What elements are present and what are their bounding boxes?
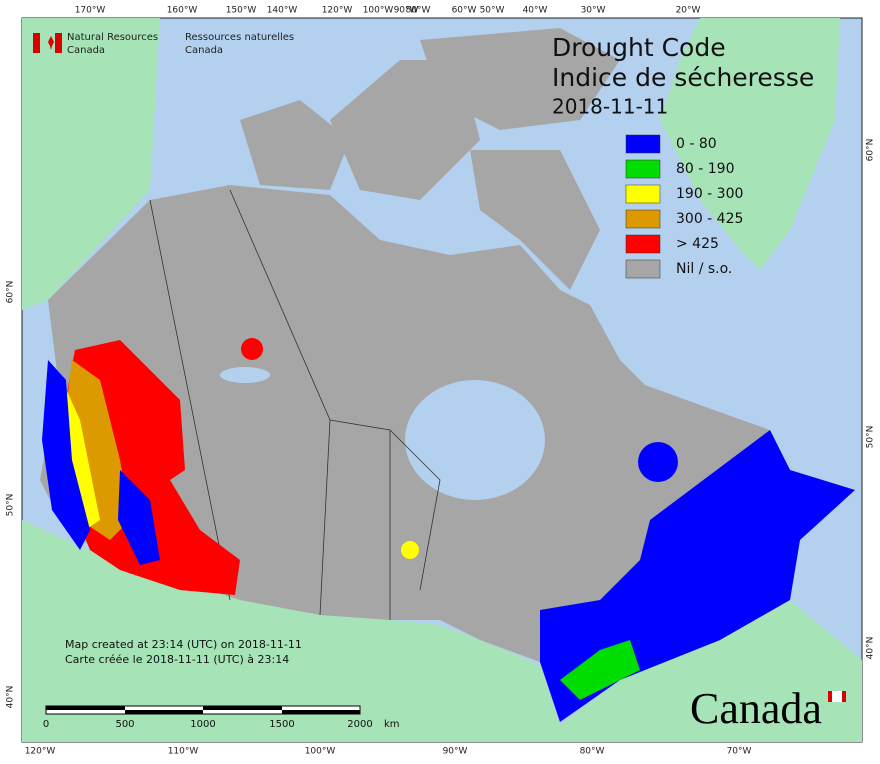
zone-yellow	[401, 541, 419, 559]
usa	[22, 520, 862, 742]
greenland	[660, 18, 840, 270]
zone-green	[560, 640, 640, 700]
drought-zones	[42, 338, 855, 722]
graticule-label: 60°N	[6, 281, 16, 304]
baffin-island	[470, 150, 600, 290]
map-date: 2018-11-11	[552, 95, 668, 119]
scale-label: 2000	[347, 719, 372, 730]
legend-swatch	[625, 259, 661, 279]
alaska	[22, 18, 160, 310]
scale-unit: km	[384, 719, 400, 730]
wordmark-flag-center	[832, 691, 842, 702]
graticule-label: 100°W	[305, 747, 336, 757]
legend-label: 80 - 190	[676, 161, 735, 177]
map-note: Map created at 23:14 (UTC) on 2018-11-11	[65, 638, 302, 651]
scale-segment	[282, 710, 360, 714]
zone-red	[241, 338, 263, 360]
legend-swatch	[625, 134, 661, 154]
arctic-island	[240, 100, 350, 190]
arctic-island	[420, 28, 620, 130]
graticule-label: 50°N	[866, 426, 876, 449]
graticule-label: 110°W	[168, 747, 199, 757]
graticule-label: 50°W	[480, 6, 505, 16]
flag-bar	[55, 33, 62, 53]
maple-leaf	[48, 36, 54, 50]
graticule-label: 80°W	[406, 6, 431, 16]
graticule-label: 20°W	[676, 6, 701, 16]
map-title: Drought Code	[552, 33, 726, 62]
legend-label: 300 - 425	[676, 211, 743, 227]
lake	[220, 367, 270, 383]
graticule-label: 170°W	[75, 6, 106, 16]
graticule-label: 90°W	[394, 6, 419, 16]
zone-blue	[42, 360, 90, 550]
legend-label: > 425	[676, 236, 719, 252]
graticule-label: 40°N	[6, 686, 16, 709]
graticule-label: 60°N	[866, 139, 876, 162]
graticule-label: 90°W	[443, 747, 468, 757]
hudson-bay	[405, 380, 545, 500]
graticule-label: 150°W	[226, 6, 257, 16]
graticule-label: 60°W	[452, 6, 477, 16]
legend-swatch	[625, 209, 661, 229]
agency-name: Canada	[67, 45, 105, 56]
scale-label: 1500	[269, 719, 294, 730]
legend-label: 0 - 80	[676, 136, 717, 152]
agency-name: Natural Resources	[67, 32, 158, 43]
graticule-label: 40°W	[523, 6, 548, 16]
scale-label: 1000	[190, 719, 215, 730]
legend-swatch	[625, 184, 661, 204]
flag-bar	[33, 33, 40, 53]
legend-label: 190 - 300	[676, 186, 743, 202]
graticule-label: 50°N	[6, 494, 16, 517]
scale-segment	[46, 706, 125, 710]
borders	[149, 189, 441, 620]
graticule-label: 140°W	[267, 6, 298, 16]
wordmark: Canada	[690, 684, 822, 733]
graticule-label: 30°W	[581, 6, 606, 16]
graticule-label: 120°W	[322, 6, 353, 16]
graticule-label: 100°W	[363, 6, 394, 16]
zone-blue	[118, 470, 160, 565]
graticule-label: 80°W	[580, 747, 605, 757]
legend-label: Nil / s.o.	[676, 261, 732, 277]
legend-swatch	[625, 159, 661, 179]
legend-swatch	[625, 234, 661, 254]
graticule-label: 160°W	[167, 6, 198, 16]
scale-label: 500	[115, 719, 134, 730]
map-title: Indice de sécheresse	[552, 63, 814, 92]
scale-label: 0	[43, 719, 49, 730]
zone-blue	[638, 442, 678, 482]
scale-segment	[203, 706, 282, 710]
agency-name: Canada	[185, 45, 223, 56]
graticule-label: 70°W	[727, 747, 752, 757]
map-note: Carte créée le 2018-11-11 (UTC) à 23:14	[65, 653, 289, 666]
agency-name: Ressources naturelles	[185, 32, 294, 43]
scale-segment	[125, 710, 203, 714]
graticule-label: 40°N	[866, 637, 876, 660]
agency-header	[33, 33, 62, 53]
graticule-label: 120°W	[25, 747, 56, 757]
